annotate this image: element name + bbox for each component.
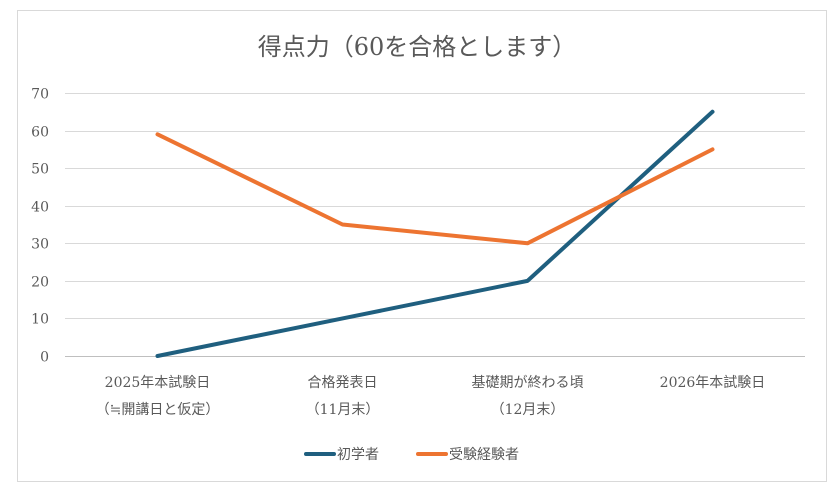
- x-tick-label: 2025年本試験日: [105, 375, 211, 391]
- x-tick-label: （≒開講日と仮定）: [96, 402, 220, 418]
- y-tick-label: 60: [31, 125, 49, 141]
- y-tick-label: 20: [31, 275, 49, 291]
- y-tick-label: 10: [31, 312, 49, 328]
- x-tick-label: 合格発表日: [308, 375, 378, 391]
- x-tick-label: （12月末）: [491, 402, 565, 418]
- legend-label: 初学者: [337, 446, 379, 463]
- y-tick-label: 0: [40, 350, 49, 366]
- x-tick-label: （11月末）: [306, 402, 380, 418]
- series-line-1: [155, 132, 715, 246]
- legend-label: 受験経験者: [449, 447, 519, 463]
- y-tick-label: 40: [31, 200, 49, 216]
- x-tick-label: 基礎期が終わる頃: [472, 374, 584, 391]
- chart-border: [17, 10, 827, 482]
- x-tick-label: 2026年本試験日: [660, 375, 766, 391]
- y-tick-label: 30: [31, 237, 49, 253]
- chart-title: 得点力（60を合格とします）: [258, 33, 577, 61]
- y-tick-label: 70: [31, 87, 49, 103]
- y-tick-label: 50: [31, 162, 49, 178]
